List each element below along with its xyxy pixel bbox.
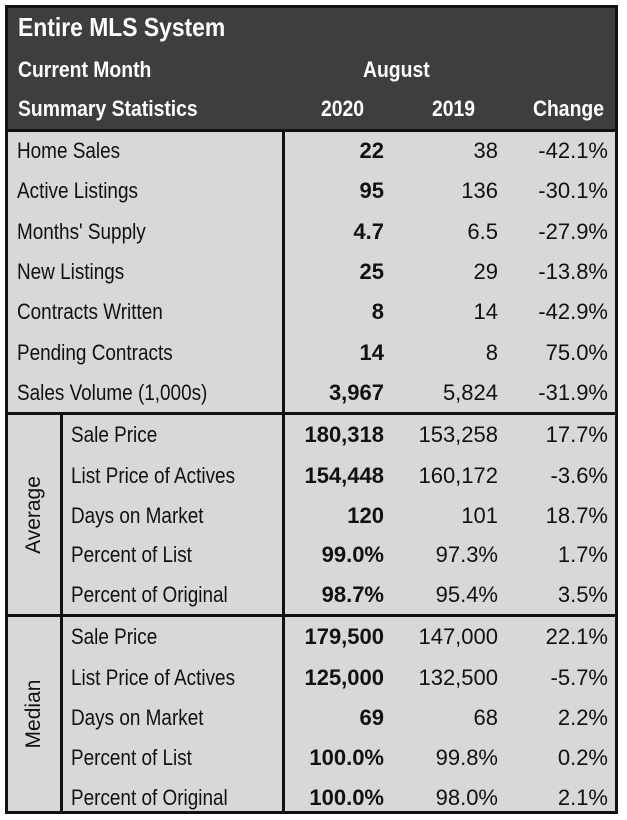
row-label: Sales Volume (1,000s) [17, 380, 208, 405]
median-group-label: Median [22, 679, 45, 749]
value-change: -13.8% [538, 259, 608, 284]
value-2019: 8 [485, 340, 498, 365]
value-2019: 95.4% [435, 582, 498, 607]
value-2020: 25 [359, 259, 384, 284]
table-body: Average Median Home Sales 22 38 -42.1% Activ… [8, 129, 615, 811]
value-2020: 69 [359, 705, 384, 730]
section-label: Summary Statistics [18, 96, 198, 121]
value-2019: 153,258 [418, 422, 498, 447]
column-header-2019: 2019 [432, 96, 476, 121]
value-change: -27.9% [538, 219, 608, 244]
row-label: List Price of Actives [71, 665, 236, 690]
row-label: Sale Price [71, 624, 158, 649]
divider-group-column [60, 412, 63, 811]
value-2020: 22 [359, 138, 384, 163]
value-change: 22.1% [545, 624, 608, 649]
value-2020: 100.0% [309, 785, 384, 810]
value-2019: 147,000 [418, 624, 498, 649]
value-change: -42.9% [538, 299, 608, 324]
value-2020: 98.7% [321, 582, 384, 607]
period-label: Current Month [18, 57, 152, 82]
value-2020: 179,500 [304, 624, 384, 649]
value-2019: 160,172 [418, 463, 498, 488]
value-2019: 99.8% [435, 745, 498, 770]
row-label: Percent of List [71, 745, 192, 770]
divider-summary-average [8, 412, 615, 415]
value-change: 0.2% [557, 745, 608, 770]
value-change: -3.6% [550, 463, 608, 488]
value-2020: 14 [359, 340, 384, 365]
value-2020: 8 [371, 299, 384, 324]
value-2020: 95 [359, 178, 384, 203]
value-2019: 29 [473, 259, 498, 284]
row-label: Active Listings [17, 178, 138, 203]
row-label: Home Sales [17, 138, 121, 163]
value-change: 3.5% [557, 582, 608, 607]
value-change: -31.9% [538, 380, 608, 405]
value-change: -5.7% [550, 665, 608, 690]
value-2020: 4.7 [353, 219, 384, 244]
row-label: Days on Market [71, 705, 204, 730]
value-2020: 120 [347, 503, 384, 528]
value-change: 17.7% [545, 422, 608, 447]
table-header: Entire MLS System Current Month August S… [8, 8, 615, 129]
column-header-2020: 2020 [321, 96, 365, 121]
value-2019: 98.0% [435, 785, 498, 810]
row-label: Sale Price [71, 422, 158, 447]
value-2019: 132,500 [418, 665, 498, 690]
value-2019: 5,824 [442, 380, 498, 405]
row-label: List Price of Actives [71, 463, 236, 488]
month-label: August [363, 57, 430, 82]
value-change: -30.1% [538, 178, 608, 203]
value-2019: 38 [473, 138, 498, 163]
value-2019: 14 [473, 299, 498, 324]
row-label: Contracts Written [17, 299, 163, 324]
divider-2020-column [282, 129, 285, 811]
value-2020: 100.0% [309, 745, 384, 770]
row-label: Percent of List [71, 542, 192, 567]
row-label: New Listings [17, 259, 125, 284]
value-2019: 6.5 [467, 219, 498, 244]
value-2019: 68 [473, 705, 498, 730]
value-change: 2.1% [557, 785, 608, 810]
column-header-change: Change [533, 96, 605, 121]
average-group-label: Average [22, 475, 45, 554]
divider-top [8, 129, 615, 132]
table-title: Entire MLS System [18, 12, 226, 42]
row-label: Percent of Original [71, 582, 228, 607]
value-change: 75.0% [545, 340, 608, 365]
stats-table-frame: Entire MLS System Current Month August S… [5, 5, 618, 814]
value-2020: 180,318 [304, 422, 384, 447]
row-label: Months' Supply [17, 219, 146, 244]
divider-average-median [8, 614, 615, 617]
value-change: -42.1% [538, 138, 608, 163]
value-change: 2.2% [557, 705, 608, 730]
row-label: Percent of Original [71, 785, 228, 810]
value-change: 18.7% [545, 503, 608, 528]
value-change: 1.7% [557, 542, 608, 567]
value-2020: 125,000 [304, 665, 384, 690]
row-label: Days on Market [71, 503, 204, 528]
value-2020: 3,967 [328, 380, 384, 405]
row-label: Pending Contracts [17, 340, 173, 365]
value-2019: 97.3% [435, 542, 498, 567]
value-2020: 154,448 [304, 463, 384, 488]
value-2019: 101 [461, 503, 498, 528]
value-2020: 99.0% [321, 542, 384, 567]
value-2019: 136 [461, 178, 498, 203]
